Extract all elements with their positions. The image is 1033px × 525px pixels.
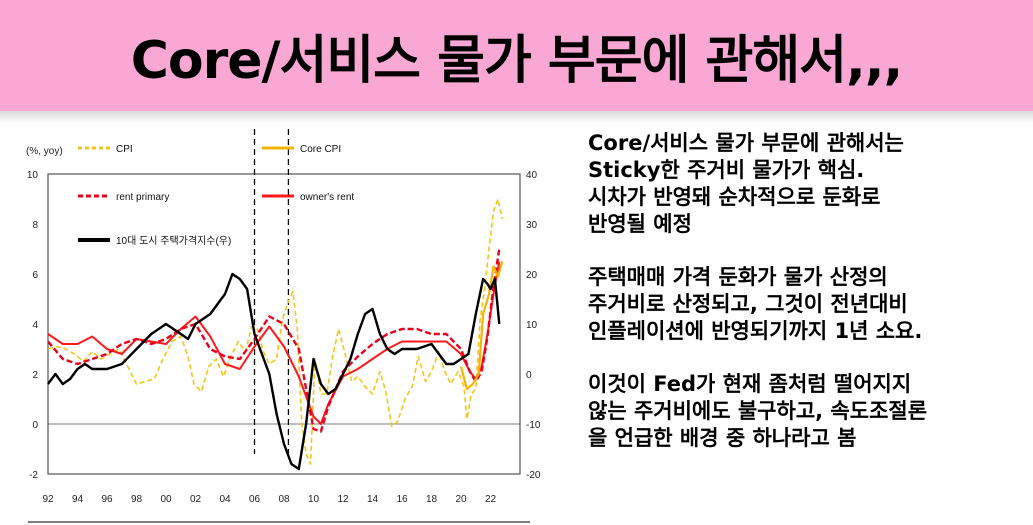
legend-label: owner's rent xyxy=(300,192,354,203)
paragraph-line: 시차가 반영돼 순차적으로 둔화로 xyxy=(588,185,881,209)
paragraph-3: 이것이 Fed가 현재 좀처럼 떨어지지 않는 주거비에도 불구하고, 속도조절… xyxy=(588,371,1028,452)
paragraph-2: 주택매매 가격 둔화가 물가 산정의 주거비로 산정되고, 그것이 전년대비 인… xyxy=(588,264,1028,345)
paragraph-line: 않는 주거비에도 불구하고, 속도조절론 xyxy=(588,399,928,423)
y-left-tick-label: 8 xyxy=(32,220,38,231)
paragraph-line: 이것이 Fed가 현재 좀처럼 떨어지지 xyxy=(588,372,912,396)
paragraph-line: 반영될 예정 xyxy=(588,212,692,236)
y-right-tick-label: 30 xyxy=(526,220,538,231)
legend-label: 10대 도시 주택가격지수(우) xyxy=(116,234,231,247)
x-tick-label: 06 xyxy=(249,494,261,505)
y-right-tick-label: 40 xyxy=(526,170,538,181)
x-tick-label: 94 xyxy=(72,494,84,505)
x-tick-label: 16 xyxy=(396,494,408,505)
chart-panel: (%, yoy) -2 0 2 4 6 8 10 -20 -10 0 10 20 30 40 92 94 96 98… xyxy=(0,126,548,525)
paragraph-line: 주거비로 산정되고, 그것이 전년대비 xyxy=(588,292,908,316)
y-right-tick-label: 0 xyxy=(526,370,532,381)
paragraph-1: Core/서비스 물가 부문에 관해서는 Sticky한 주거비 물가가 핵심.… xyxy=(588,130,1028,238)
x-tick-label: 96 xyxy=(101,494,113,505)
paragraph-line: 주택매매 가격 둔화가 물가 산정의 xyxy=(588,265,888,289)
paragraph-line: Core/서비스 물가 부문에 관해서는 xyxy=(588,131,904,155)
x-tick-label: 12 xyxy=(337,494,349,505)
y-right-tick-label: -10 xyxy=(526,420,541,431)
paragraph-line: 을 언급한 배경 중 하나라고 봄 xyxy=(588,426,857,450)
x-tick-label: 04 xyxy=(219,494,231,505)
slide-title: Core/서비스 물가 부문에 관해서,,, xyxy=(130,31,904,91)
x-tick-label: 14 xyxy=(367,494,379,505)
y-right-tick-label: 20 xyxy=(526,270,538,281)
x-tick-label: 02 xyxy=(190,494,202,505)
y-left-tick-label: 2 xyxy=(32,370,38,381)
unit-label: (%, yoy) xyxy=(26,146,63,157)
paragraph-line: 인플레이션에 반영되기까지 1년 소요. xyxy=(588,319,923,343)
series-line-10 xyxy=(47,272,501,471)
y-left-tick-label: 6 xyxy=(32,270,38,281)
y-right-tick-label: 10 xyxy=(526,320,538,331)
x-tick-label: 20 xyxy=(455,494,467,505)
banner-shadow xyxy=(0,111,1033,123)
x-tick-label: 22 xyxy=(485,494,497,505)
y-left-tick-label: 4 xyxy=(32,320,38,331)
title-banner xyxy=(0,0,1033,111)
commentary-panel: Core/서비스 물가 부문에 관해서는 Sticky한 주거비 물가가 핵심.… xyxy=(588,130,1028,478)
legend-label: CPI xyxy=(116,144,133,155)
legend-label: Core CPI xyxy=(300,144,341,155)
y-left-tick-label: 0 xyxy=(32,420,38,431)
series-line-core-cpi xyxy=(459,261,504,391)
plot-frame xyxy=(47,173,521,475)
x-tick-label: 00 xyxy=(160,494,172,505)
y-right-tick-label: -20 xyxy=(526,470,541,481)
x-tick-label: 98 xyxy=(131,494,143,505)
y-left-tick-label: 10 xyxy=(27,170,39,181)
x-tick-label: 92 xyxy=(42,494,54,505)
paragraph-line: Sticky한 주거비 물가가 핵심. xyxy=(588,158,865,182)
series-line-cpi xyxy=(47,198,504,465)
y-left-tick-label: -2 xyxy=(29,470,38,481)
series-line-rent-primary xyxy=(47,248,501,433)
legend-label: rent primary xyxy=(116,192,169,203)
x-tick-label: 18 xyxy=(426,494,438,505)
x-tick-label: 08 xyxy=(278,494,290,505)
x-tick-label: 10 xyxy=(308,494,320,505)
